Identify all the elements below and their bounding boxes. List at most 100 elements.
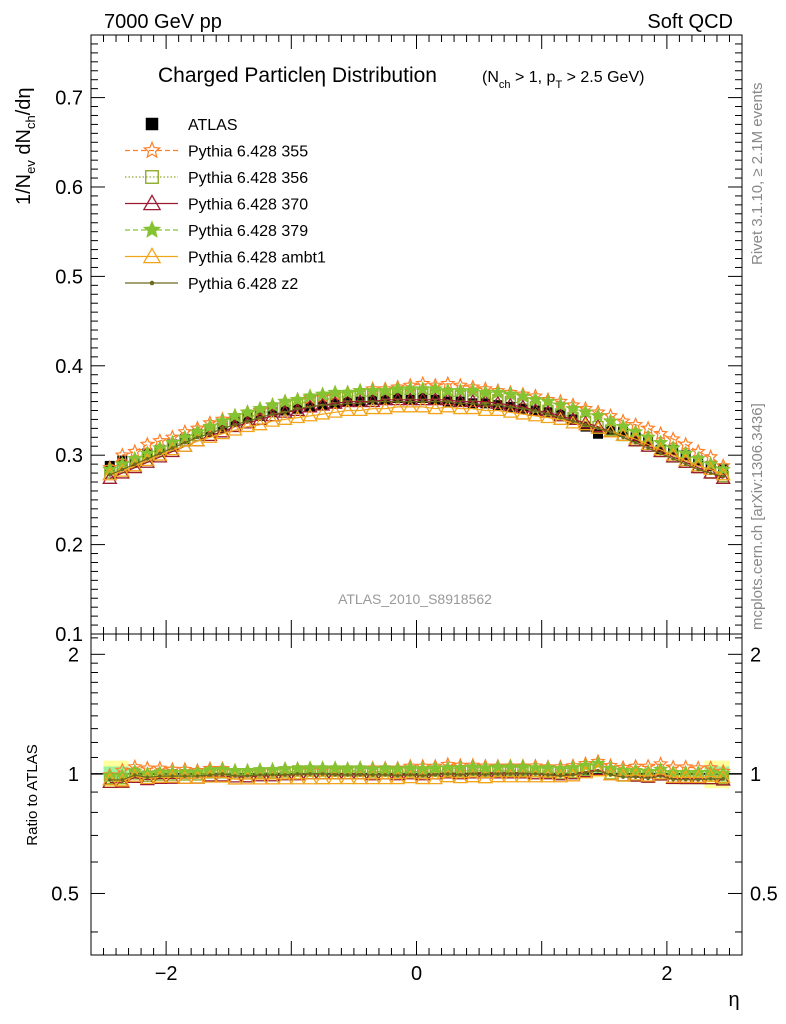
series-ambt1-ratio-point	[402, 769, 418, 784]
series-z2-ratio-point	[183, 774, 187, 778]
series-z2-ratio-point	[521, 772, 525, 776]
series-z2-ratio-group	[107, 768, 726, 782]
series-z2-point	[420, 399, 425, 404]
legend-label-p355: Pythia 6.428 355	[188, 144, 308, 161]
series-p379-point	[314, 386, 331, 401]
series-p370-point	[427, 391, 443, 406]
series-z2-ratio-point	[683, 777, 688, 782]
legend-marker-p356	[145, 170, 159, 184]
series-ambt1-point	[302, 408, 318, 422]
series-z2-ratio-point	[420, 774, 425, 778]
legend-marker-atlas	[145, 117, 159, 131]
series-p379-point	[289, 391, 306, 407]
series-p379-point	[227, 407, 243, 423]
series-p379-point	[565, 400, 581, 416]
series-z2-ratio-point	[320, 772, 325, 776]
series-ambt1-ratio-point	[340, 770, 356, 785]
series-p379-point	[402, 380, 418, 396]
series-z2-group	[107, 399, 726, 479]
series-ambt1-point	[440, 399, 456, 413]
series-z2-point	[358, 401, 362, 406]
series-z2-point	[183, 440, 187, 445]
series-z2-ratio-point	[295, 772, 300, 776]
series-ambt1-point	[502, 404, 519, 418]
series-z2-ratio-point	[345, 773, 350, 777]
series-ambt1-ratio-point	[177, 770, 193, 784]
x-tick-label: 0	[411, 963, 422, 985]
series-ambt1-ratio-point	[527, 769, 544, 783]
series-ambt1-point	[415, 399, 431, 413]
series-z2-ratio-point	[120, 778, 125, 782]
ratio-y-tick-label-right: 0.5	[750, 883, 778, 905]
series-z2-ratio-point	[383, 773, 388, 777]
series-ambt1-ratio-point	[515, 769, 531, 783]
series-ambt1-point	[477, 402, 493, 417]
series-p370-point	[577, 415, 594, 429]
series-p370-point	[365, 393, 381, 408]
series-p370-point	[327, 395, 343, 409]
series-p370-point	[314, 397, 331, 411]
series-ambt1-point	[177, 438, 193, 452]
series-ambt1-line	[109, 406, 724, 476]
ratio-y-tick-label-right: 1	[750, 764, 761, 786]
series-p379-point	[540, 393, 556, 409]
series-ambt1-point	[402, 399, 418, 413]
series-p370-point	[490, 395, 506, 409]
series-z2-point	[458, 401, 463, 406]
series-ambt1-ratio-point	[289, 771, 306, 785]
series-z2-point	[633, 440, 638, 445]
series-z2-point	[496, 403, 500, 407]
series-ambt1-point	[515, 406, 531, 420]
series-ambt1-point	[289, 409, 306, 424]
series-p370-point	[715, 470, 731, 484]
series-z2-point	[383, 399, 388, 404]
series-ambt1-ratio-point	[640, 768, 656, 782]
series-ambt1-ratio-point	[264, 771, 281, 785]
series-ambt1-ratio-point	[715, 769, 731, 784]
series-ambt1-ratio-point	[477, 769, 493, 784]
series-z2-ratio-point	[496, 772, 500, 776]
series-z2-point	[158, 451, 162, 456]
series-p379-point	[252, 400, 268, 416]
series-ambt1-point	[239, 418, 256, 433]
series-z2-ratio-point	[458, 773, 463, 777]
series-ambt1-ratio-point	[377, 770, 393, 785]
chart-title: Charged Particleη Distribution	[158, 64, 437, 87]
series-z2-ratio-point	[658, 774, 663, 778]
series-ambt1-ratio-point	[327, 770, 343, 785]
series-ambt1-ratio-point	[452, 769, 468, 784]
series-ambt1-ratio-point	[678, 769, 694, 783]
series-p379-point	[377, 382, 393, 398]
series-p370-point	[377, 391, 393, 406]
series-z2-point	[708, 471, 713, 475]
series-z2-ratio-point	[721, 777, 726, 781]
main-y-tick-label: 0.7	[55, 88, 83, 110]
legend-label-z2: Pythia 6.428 z2	[188, 276, 298, 293]
header-right: Soft QCD	[647, 11, 733, 33]
series-z2-ratio-point	[395, 774, 400, 778]
main-panel: 0.1 0.2 0.3 0.4 0.5 0.6 0.7 1/Nev dNch/dη Char…	[13, 34, 743, 646]
series-p379-point	[365, 382, 381, 398]
series-ambt1-ratio-point	[227, 771, 243, 785]
series-p379-point	[477, 384, 494, 400]
series-p370-point	[340, 393, 356, 408]
series-z2-point	[170, 446, 175, 450]
series-ambt1-point	[227, 422, 243, 436]
series-ambt1-ratio-point	[415, 770, 431, 785]
mcplots-label: mcplots.cern.ch [arXiv:1306.3436]	[749, 403, 766, 630]
series-ambt1-ratio-point	[277, 771, 293, 785]
ratio-y-tick-label: 1	[68, 764, 79, 786]
series-z2-ratio-point	[233, 774, 237, 778]
series-ambt1-point	[352, 402, 368, 417]
series-p370-point	[465, 393, 481, 408]
x-axis-label: η	[728, 989, 739, 1011]
series-p370-point	[214, 424, 231, 438]
series-ambt1-point	[427, 400, 443, 415]
series-p370-point	[452, 393, 468, 408]
series-p370-point	[552, 408, 569, 422]
series-p379-group	[102, 380, 731, 477]
series-ambt1-ratio-point	[465, 768, 481, 783]
main-y-tick-label: 0.5	[55, 266, 83, 288]
series-z2-ratio-point	[696, 778, 700, 782]
